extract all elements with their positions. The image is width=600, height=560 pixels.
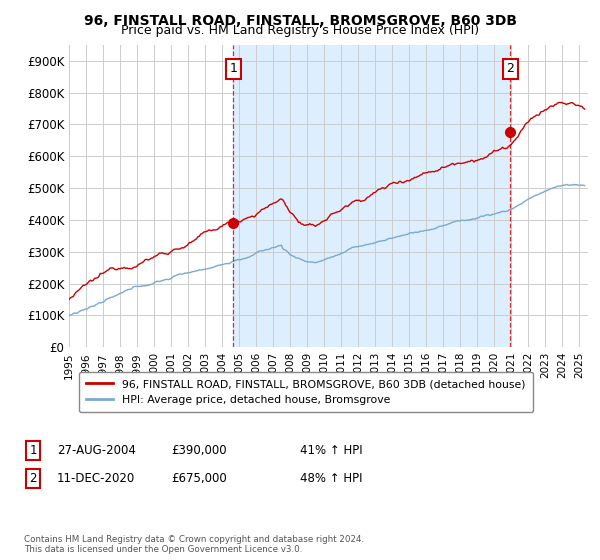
Text: £675,000: £675,000 [171, 472, 227, 486]
Text: Price paid vs. HM Land Registry's House Price Index (HPI): Price paid vs. HM Land Registry's House … [121, 24, 479, 36]
Text: 41% ↑ HPI: 41% ↑ HPI [300, 444, 362, 458]
Text: 48% ↑ HPI: 48% ↑ HPI [300, 472, 362, 486]
Text: 2: 2 [506, 63, 514, 76]
Text: 27-AUG-2004: 27-AUG-2004 [57, 444, 136, 458]
Text: 1: 1 [29, 444, 37, 458]
Text: 1: 1 [229, 63, 237, 76]
Bar [233, 45, 511, 347]
Text: £390,000: £390,000 [171, 444, 227, 458]
Text: 96, FINSTALL ROAD, FINSTALL, BROMSGROVE, B60 3DB: 96, FINSTALL ROAD, FINSTALL, BROMSGROVE,… [83, 14, 517, 28]
Text: 11-DEC-2020: 11-DEC-2020 [57, 472, 135, 486]
Legend: 96, FINSTALL ROAD, FINSTALL, BROMSGROVE, B60 3DB (detached house), HPI: Average : 96, FINSTALL ROAD, FINSTALL, BROMSGROVE,… [79, 372, 533, 412]
Text: Contains HM Land Registry data © Crown copyright and database right 2024.
This d: Contains HM Land Registry data © Crown c… [24, 535, 364, 554]
Text: 2: 2 [29, 472, 37, 486]
